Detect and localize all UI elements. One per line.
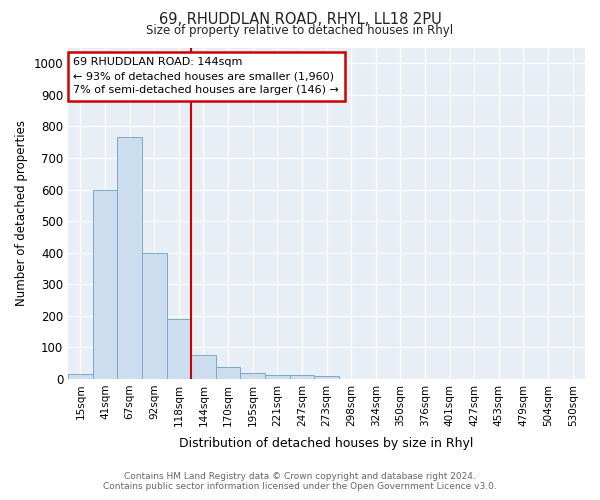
Y-axis label: Number of detached properties: Number of detached properties [15,120,28,306]
Bar [92,190,117,379]
Bar [216,367,241,379]
Text: 69 RHUDDLAN ROAD: 144sqm
← 93% of detached houses are smaller (1,960)
7% of semi: 69 RHUDDLAN ROAD: 144sqm ← 93% of detach… [73,58,339,96]
Bar [68,374,92,379]
Bar [314,376,339,379]
Bar [241,373,265,379]
Bar [117,138,142,379]
X-axis label: Distribution of detached houses by size in Rhyl: Distribution of detached houses by size … [179,437,474,450]
Text: Size of property relative to detached houses in Rhyl: Size of property relative to detached ho… [146,24,454,37]
Bar [290,375,314,379]
Bar [167,319,191,379]
Text: 69, RHUDDLAN ROAD, RHYL, LL18 2PU: 69, RHUDDLAN ROAD, RHYL, LL18 2PU [158,12,442,28]
Bar [191,355,216,379]
Bar [265,375,290,379]
Bar [142,252,167,379]
Text: Contains HM Land Registry data © Crown copyright and database right 2024.
Contai: Contains HM Land Registry data © Crown c… [103,472,497,491]
